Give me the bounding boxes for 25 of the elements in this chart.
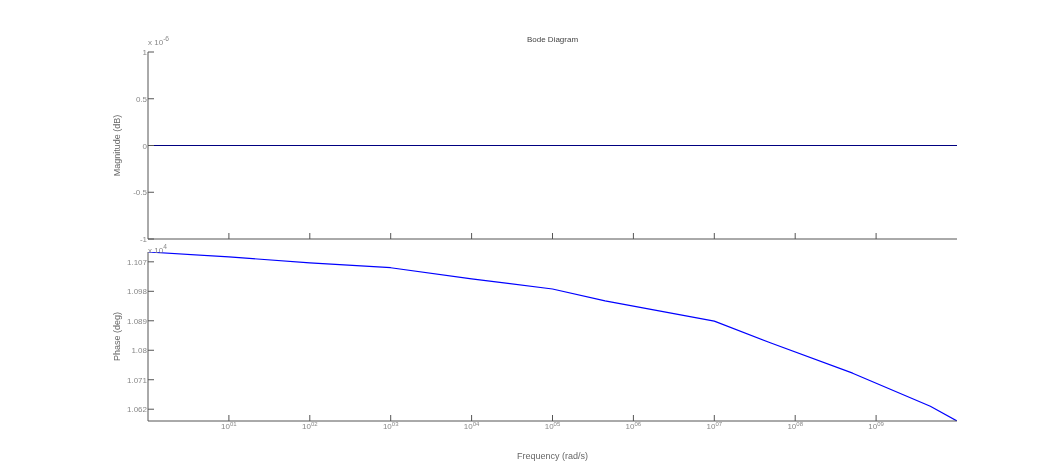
x-tick-label: 10$^{04}$ (463, 421, 481, 431)
y-tick-label: 1.107 (126, 257, 148, 267)
chart-title: Bode Diagram (526, 35, 579, 44)
y-tick-label: 1.089 (126, 316, 148, 326)
text: x 10$^{-6}$ (148, 35, 170, 47)
y-tick-label: 1.071 (126, 375, 148, 385)
y-axis-title: Magnitude (dB) (112, 114, 123, 177)
y-axis-title: Phase (deg) (112, 311, 123, 362)
x-tick-label: 10$^{02}$ (302, 421, 319, 431)
x-tick-label: 10$^{03}$ (382, 421, 400, 431)
x-tick-label: 10$^{09}$ (868, 421, 885, 431)
y-tick-label: 1.08 (131, 346, 148, 356)
y-tick-label: 1 (142, 48, 148, 57)
x-tick-label: 10$^{07}$ (706, 421, 723, 431)
y-tick-label: -1 (139, 235, 148, 244)
x-tick-label: 10$^{08}$ (787, 421, 804, 431)
y-tick-label: 0.5 (135, 94, 148, 104)
x-tick-label: 10$^{05}$ (544, 421, 561, 431)
y-tick-label: 1.098 (126, 287, 148, 297)
y-tick-label: 0 (142, 141, 148, 151)
x-tick-label: 10$^{06}$ (625, 421, 642, 431)
y-tick-label: -0.5 (133, 188, 148, 198)
x-axis-title: Frequency (rad/s) (516, 451, 589, 461)
y-tick-label: 1.062 (126, 405, 148, 415)
x-tick-label: 10$^{01}$ (221, 421, 238, 431)
